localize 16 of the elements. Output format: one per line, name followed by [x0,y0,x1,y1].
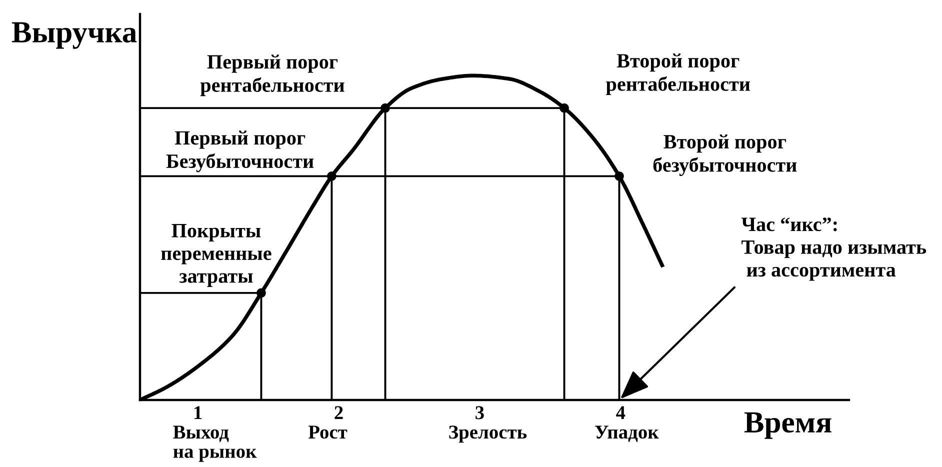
x-tick-label: 1 [194,406,202,420]
x-tick-label: 4 [616,406,626,420]
text: Упадок [595,426,659,442]
annotation: Покрыты переменные затраты [161,224,272,287]
text: Выход на рынок [173,426,257,462]
y-axis-title: Выручка [12,22,137,49]
x-tick-label: 2 [334,406,343,420]
x-axis-title: Время [744,412,832,439]
annotation: Первый порог Безубыточности [166,130,314,172]
annotation: Второй порог безубыточности [653,134,797,176]
annotation: Первый порог рентабельности [200,54,344,96]
text: Рост [308,426,348,439]
x-tick-label: 3 [476,406,484,420]
annotation: Второй порог рентабельности [606,54,750,95]
text: Зрелость [449,426,527,443]
annotation: Час “икс”: Товар надо изымать из ассортимента [741,218,926,281]
